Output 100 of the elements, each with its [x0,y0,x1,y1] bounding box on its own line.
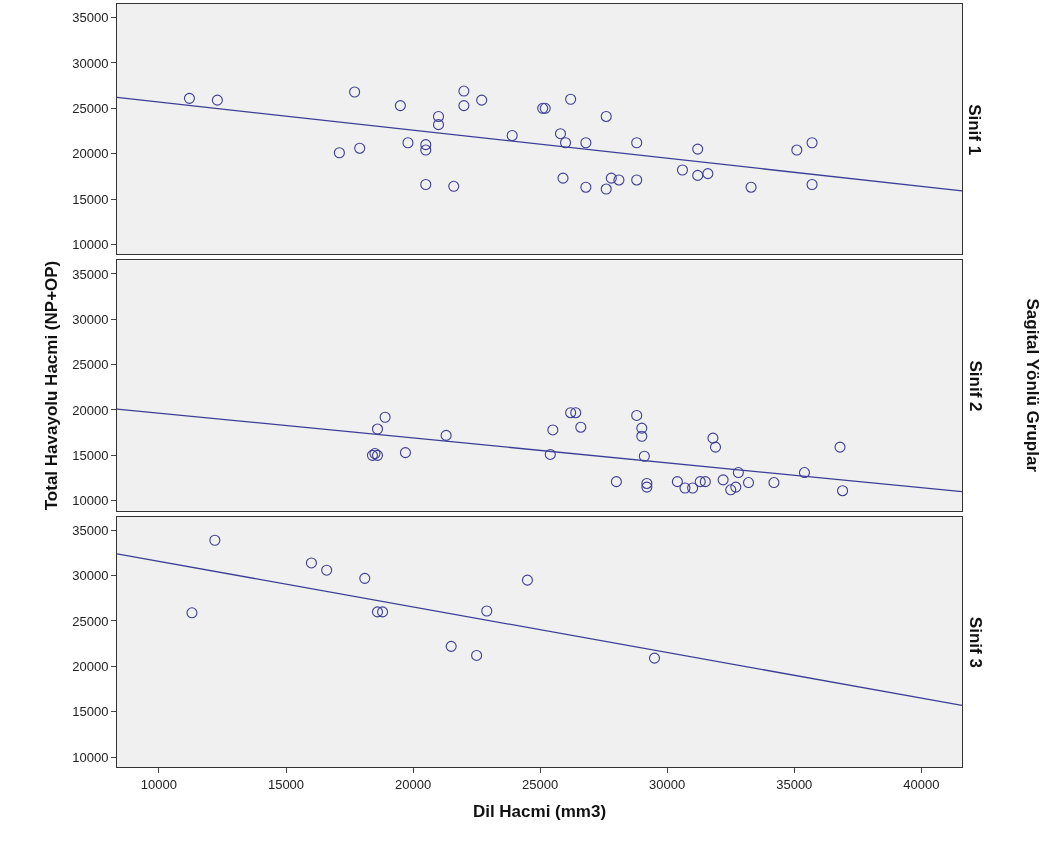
point [791,144,803,156]
point [671,476,683,488]
point [183,92,195,104]
text: Sagital Yönlü Gruplar [1022,298,1042,473]
point [631,137,643,149]
point [806,137,818,149]
point [481,605,493,617]
y-tick-label: 35000 [72,266,109,282]
y-tick-label: 30000 [72,55,109,71]
point [349,86,361,98]
point [458,85,470,97]
point [768,477,780,489]
x-tick-label: 10000 [140,776,178,792]
y-tick-label: 20000 [72,658,109,674]
point [557,172,569,184]
point [806,178,818,191]
point [641,481,653,493]
point [359,572,371,584]
point [211,94,223,106]
point [445,640,457,652]
point [613,174,625,186]
x-tick-label: 15000 [267,776,305,792]
point [305,557,317,569]
point [798,467,810,479]
y-tick-label: 25000 [72,100,109,116]
point [580,181,592,193]
point [565,93,577,105]
y-tick-label: 35000 [72,10,109,26]
point [333,147,345,159]
point [379,411,391,423]
text: Sinif 2 [965,360,985,412]
point [725,484,737,496]
point [676,164,688,176]
point [560,137,572,149]
point [699,476,711,488]
point [732,467,744,479]
y-tick-label: 15000 [72,447,109,463]
point [702,168,714,180]
point [371,423,384,435]
point [742,477,755,489]
point [638,450,650,462]
x-tick-label: 35000 [776,776,813,792]
x-tick-label: 30000 [649,776,686,792]
point [321,564,333,576]
text: Sinif 1 [965,104,985,156]
point [648,652,661,664]
point [394,100,406,112]
y-tick-label: 20000 [72,402,109,418]
point [458,100,470,112]
point [580,137,592,149]
point [570,407,582,419]
y-tick-label: 30000 [72,568,109,584]
point [709,441,722,453]
y-tick-label: 10000 [72,749,109,765]
point [565,407,577,419]
point [544,448,556,460]
y-tick-label: 25000 [72,613,109,629]
point [547,424,559,436]
x-tick-label: 25000 [522,776,559,792]
x-axis-title: Dil Hacmi (mm3) [472,802,607,821]
y-tick-label: 20000 [72,146,109,162]
point [631,174,643,186]
point [420,178,432,191]
point [636,422,648,434]
point [679,482,691,494]
point [692,143,704,155]
point [694,476,706,488]
point [692,169,704,181]
point [600,110,612,123]
point [377,606,389,618]
point [687,482,699,494]
x-tick-label: 20000 [394,776,432,792]
point [610,476,622,488]
point [476,94,488,106]
y-tick-label: 15000 [72,704,109,720]
y-tick-label: 25000 [72,357,109,373]
point [575,421,587,433]
point [186,607,198,619]
point [631,409,643,421]
y-axis-title: Total Havayolu Hacmi (NP+OP) [41,260,61,511]
y-tick-label: 10000 [72,493,109,509]
point [448,180,460,192]
point [745,181,757,193]
x-tick-label: 40000 [903,776,940,792]
y-tick-label: 15000 [72,191,109,207]
point [636,430,648,442]
point [730,481,742,493]
y-tick-label: 35000 [72,522,109,538]
point [354,142,366,154]
point [521,574,533,586]
point [420,139,432,151]
point [432,119,445,131]
point [432,110,445,123]
y-tick-label: 10000 [72,236,109,252]
point [834,441,846,453]
point [707,432,719,444]
point [600,183,612,195]
point [420,144,432,156]
point [402,137,414,149]
point [471,649,483,661]
